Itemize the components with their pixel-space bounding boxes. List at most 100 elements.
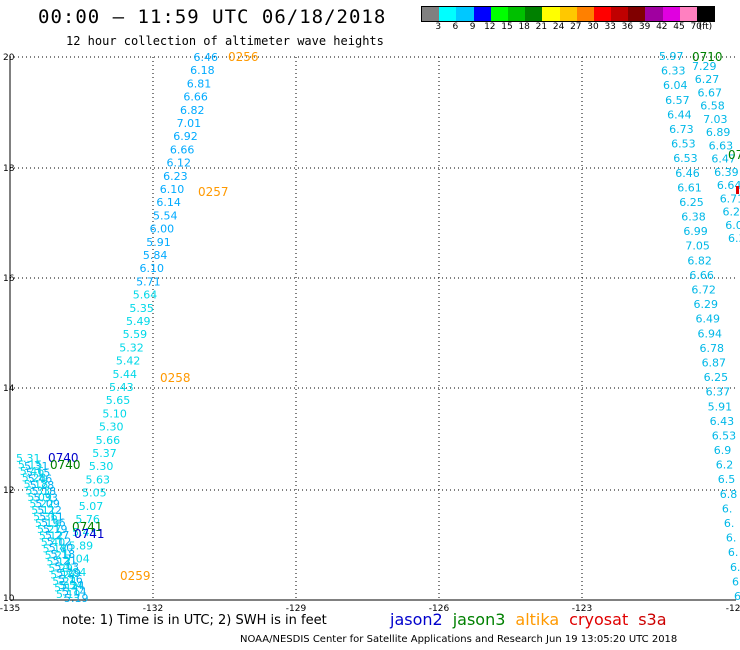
y-tick-label: 16 xyxy=(3,274,15,284)
wave-height-point: 5.10 xyxy=(102,407,127,420)
wave-height-point: 7.05 xyxy=(685,240,710,253)
wave-height-point: 6. xyxy=(726,532,737,545)
wave-height-point: 6.14 xyxy=(156,196,181,209)
wave-height-point: 5.19 xyxy=(64,592,89,605)
wave-height-point: 5.43 xyxy=(109,381,134,394)
wave-height-point: 6.49 xyxy=(695,313,720,326)
wave-height-point: 5.35 xyxy=(129,302,154,315)
legend-swatch xyxy=(611,7,629,21)
y-tick-label: 10 xyxy=(3,594,15,604)
wave-height-point: 6.33 xyxy=(661,65,686,78)
legend-swatch xyxy=(576,7,594,21)
wave-height-point: 6. xyxy=(734,590,740,603)
legend-label: 15 xyxy=(501,22,513,32)
legend-swatch xyxy=(507,7,526,21)
legend-swatch xyxy=(456,7,474,21)
time-label: 0740 xyxy=(50,458,81,472)
wave-height-point: 5.22 xyxy=(37,504,62,517)
wave-height-point: 6.25 xyxy=(679,196,704,209)
wave-height-point: 6.04 xyxy=(663,79,688,92)
wave-height-point: 6.38 xyxy=(681,211,706,224)
legend-label: 33 xyxy=(604,22,616,32)
time-label: 07 xyxy=(728,148,740,162)
wave-height-point: 6.66 xyxy=(183,91,208,104)
wave-height-point: 6.44 xyxy=(667,108,692,121)
wave-height-point: 6.46 xyxy=(675,167,700,180)
wave-height-point: 6.66 xyxy=(689,269,714,282)
wave-height-point: 6.8 xyxy=(720,488,738,501)
wave-height-point: 6.81 xyxy=(187,77,212,90)
wave-height-point: 5.37 xyxy=(92,447,117,460)
wave-height-point: 5.09 xyxy=(35,498,60,511)
legend-label: 24 xyxy=(552,22,565,32)
wave-height-point: 5.84 xyxy=(143,249,168,262)
wave-height-point: 5.29 xyxy=(48,562,73,575)
footer-credit: NOAA/NESDIS Center for Satellite Applica… xyxy=(240,634,678,645)
x-tick-label: -124 xyxy=(726,604,740,612)
satellite-label: cryosat xyxy=(569,610,629,629)
legend-swatch xyxy=(679,7,697,21)
legend-label: 45 xyxy=(673,22,685,32)
time-label: 0257 xyxy=(198,185,229,199)
wave-height-point: 5.28 xyxy=(22,471,47,484)
wave-height-point: 5.64 xyxy=(133,289,158,302)
wave-height-point: 5.30 xyxy=(89,460,114,473)
cryosat-mark xyxy=(736,186,739,194)
y-tick-label: 14 xyxy=(3,384,15,394)
wave-height-point: 6.58 xyxy=(700,100,725,113)
wave-height-point: 6.47 xyxy=(711,153,736,166)
wave-height-point: 6.61 xyxy=(677,181,702,194)
legend-label: 6 xyxy=(452,22,459,32)
wave-height-point: 5.97 xyxy=(659,50,684,63)
wave-height-point: 5.19 xyxy=(56,588,81,601)
wave-height-point: 6.64 xyxy=(717,179,740,192)
legend-label: 12 xyxy=(484,22,496,32)
wave-height-point: 6. xyxy=(732,575,740,588)
wave-height-point: 5.54 xyxy=(59,579,84,592)
wave-height-point: 5.05 xyxy=(82,487,107,500)
wave-height-point: 5.89 xyxy=(69,539,94,552)
satellite-label: jason2 xyxy=(390,610,443,629)
wave-height-point: 5.21 xyxy=(53,554,77,567)
wave-height-point: 6.10 xyxy=(160,183,185,196)
legend-label: 39 xyxy=(638,22,651,32)
wave-height-point: 7.04 xyxy=(65,553,90,566)
wave-height-point: 6.37 xyxy=(706,386,731,399)
wave-height-point: 6. xyxy=(728,546,739,559)
wave-height-point: 5.18 xyxy=(24,478,49,491)
wave-height-point: 5.29 xyxy=(56,567,81,580)
wave-height-point: 6.53 xyxy=(712,429,737,442)
wave-height-point: 5.32 xyxy=(119,341,144,354)
legend-swatch xyxy=(662,7,680,21)
wave-height-point: 6.46 xyxy=(194,51,219,64)
wave-height-point: 5.21 xyxy=(45,549,69,562)
y-tick-label: 20 xyxy=(3,53,15,63)
wave-height-point: 5.15 xyxy=(18,458,43,471)
legend-label: 36 xyxy=(621,22,634,32)
wave-height-point: 6.36 xyxy=(728,232,740,245)
legend-swatch xyxy=(490,7,508,21)
wave-height-point: 5.33 xyxy=(26,484,51,497)
wave-height-point: 5.31 xyxy=(16,452,41,465)
wave-height-point: 5.18 xyxy=(51,548,76,561)
footer-note: note: 1) Time is in UTC; 2) SWH is in fe… xyxy=(62,613,327,628)
color-legend-labels: 3 6 9 12 15 18 21 24 27 30 33 36 39 42 45 70 (ft) xyxy=(421,22,740,34)
wave-height-point: 5.24 xyxy=(52,575,77,588)
x-tick-label: -129 xyxy=(286,604,307,612)
satellite-legend: jason2 jason3 altika cryosat s3a xyxy=(390,610,677,629)
wave-height-point: 6.71 xyxy=(720,192,740,205)
wave-height-point: 6.87 xyxy=(702,356,727,369)
wave-height-point: 6.72 xyxy=(691,284,716,297)
wave-height-point: 5.46 xyxy=(20,465,45,478)
wave-height-point: 6.67 xyxy=(698,86,723,99)
wave-height-point: 5.84 xyxy=(62,566,87,579)
wave-height-point: 6.53 xyxy=(673,152,698,165)
wave-height-point: 6.9 xyxy=(714,444,732,457)
wave-height-point: 5.91 xyxy=(146,236,171,249)
wave-height-point: 6.57 xyxy=(665,94,690,107)
wave-height-point: 5.40 xyxy=(49,542,73,555)
wave-height-point: 5.16 xyxy=(58,573,83,586)
wave-height-point: 5.27 xyxy=(45,529,69,542)
wave-height-point: 6. xyxy=(722,502,733,515)
time-label: 0258 xyxy=(160,371,191,385)
